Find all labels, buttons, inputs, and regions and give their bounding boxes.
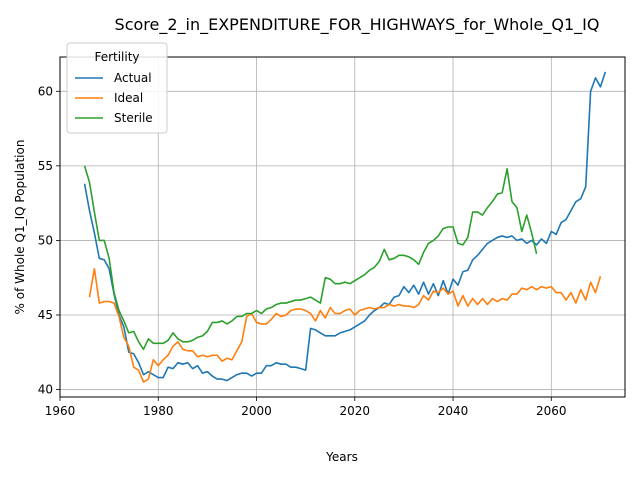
y-tick-label: 55 [38, 159, 53, 173]
x-tick-label: 2020 [340, 404, 371, 418]
series-line-actual [83, 71, 607, 382]
series-line-ideal [88, 267, 602, 383]
legend-box [66, 42, 168, 134]
plot-area-frame [59, 56, 626, 398]
legend-label-sterile: Sterile [114, 111, 153, 125]
chart-title: Score_2_in_EXPENDITURE_FOR_HIGHWAYS_for_… [115, 15, 600, 35]
x-tick-label: 2000 [241, 404, 272, 418]
y-axis-ticks: 40 45 50 55 60 [38, 84, 60, 397]
x-tick-label: 1960 [45, 404, 76, 418]
x-axis-label: Years [325, 450, 358, 464]
legend-label-actual: Actual [114, 71, 152, 85]
y-tick-label: 50 [38, 233, 53, 247]
legend: Fertility Actual Ideal Sterile [66, 42, 168, 134]
y-tick-label: 60 [38, 84, 53, 98]
y-tick-label: 45 [38, 308, 53, 322]
series-lines [83, 71, 607, 383]
legend-title: Fertility [94, 50, 139, 64]
x-tick-label: 2060 [536, 404, 567, 418]
series-line-sterile [83, 165, 538, 351]
y-tick-label: 40 [38, 383, 53, 397]
legend-items: Actual Ideal Sterile [75, 71, 153, 125]
x-tick-label: 2040 [438, 404, 469, 418]
x-axis-ticks: 1960 1980 2000 2020 2040 2060 [45, 397, 567, 418]
legend-label-ideal: Ideal [114, 91, 143, 105]
y-axis-label: % of Whole Q1_IQ Population [13, 140, 27, 315]
x-tick-label: 1980 [143, 404, 174, 418]
